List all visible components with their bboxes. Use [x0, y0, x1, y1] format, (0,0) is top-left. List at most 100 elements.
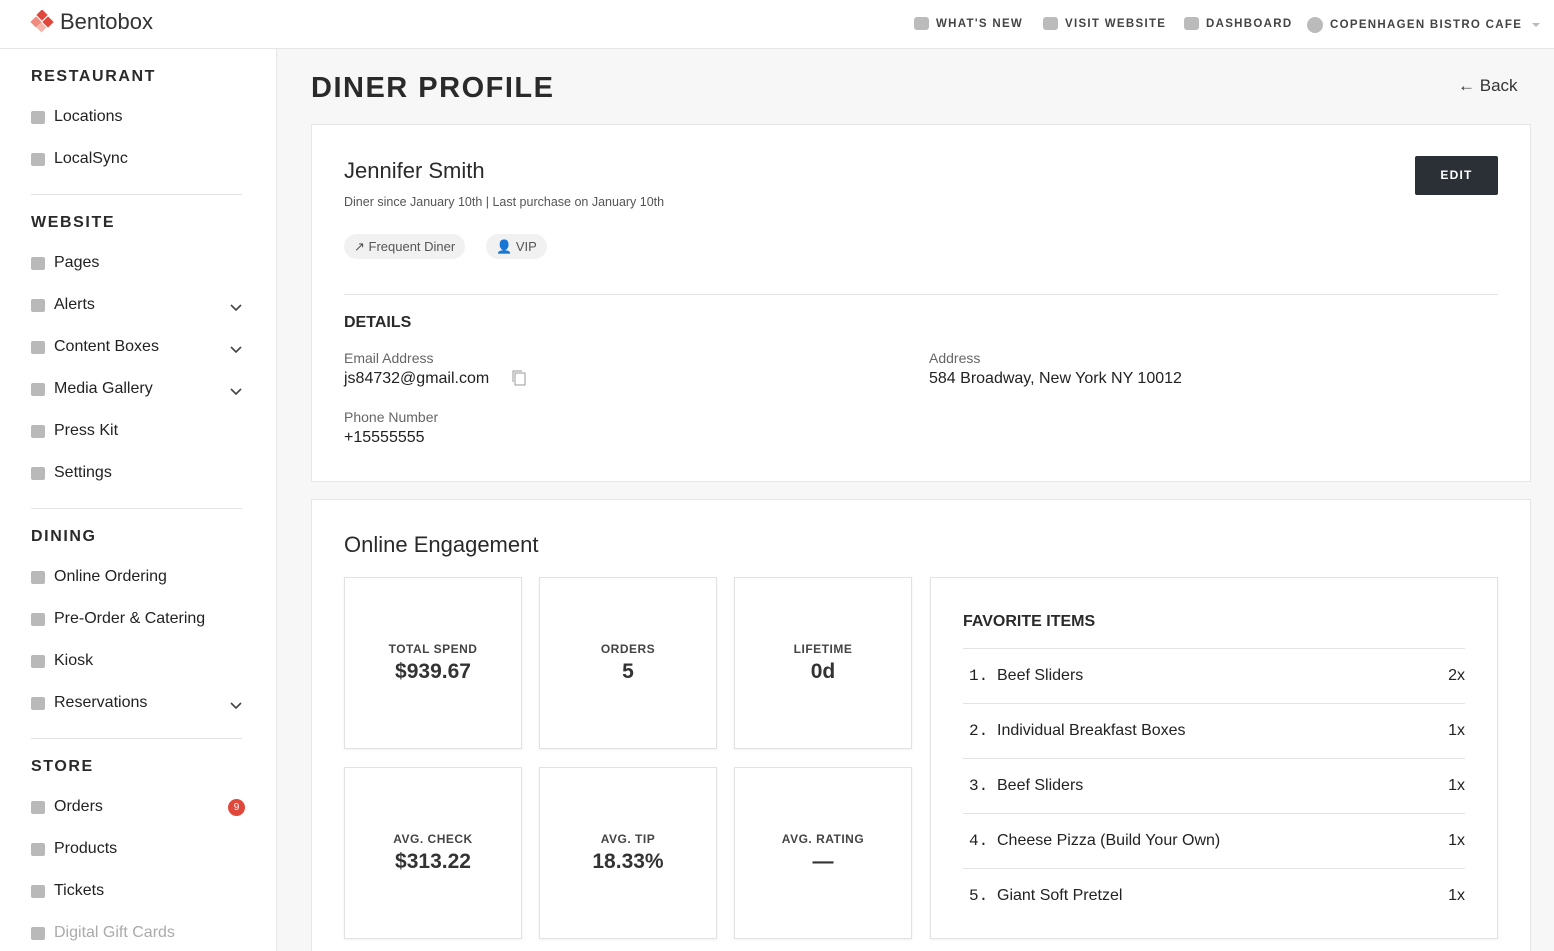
field: Address 584 Broadway, New York NY 10012 — [929, 350, 1182, 388]
count-badge: 9 — [228, 798, 245, 816]
nav-label: Online Ordering — [54, 568, 167, 585]
stat-value: 0d — [810, 660, 836, 683]
stat-tile: AVG. CHECK $313.22 — [344, 767, 522, 939]
nav-icon — [31, 612, 45, 626]
nav-label: Pre-Order & Catering — [54, 610, 206, 627]
nav-section: RESTAURANT Locations LocalSync — [31, 49, 242, 195]
stat-label: LIFETIME — [793, 642, 853, 656]
nav-label: Media Gallery — [54, 380, 153, 397]
stat-value: — — [812, 850, 834, 873]
nav-section: STORE Orders 9 Products Tickets Digital Gift … — [31, 739, 245, 951]
stat-label: AVG. TIP — [600, 832, 656, 846]
chevron — [230, 383, 242, 401]
nav-item[interactable]: Online Ordering — [31, 556, 242, 598]
stat-value: $313.22 — [395, 850, 471, 873]
nav-icon — [31, 884, 45, 898]
nav-icon — [31, 424, 45, 438]
back-link[interactable]: ← Back — [1458, 76, 1518, 95]
stat-label: AVG. RATING — [781, 832, 865, 846]
nav-text: VISIT WEBSITE — [1065, 17, 1167, 30]
nav-icon — [31, 696, 45, 710]
engagement-title: Online Engagement — [344, 532, 539, 557]
stat-label: TOTAL SPEND — [388, 642, 478, 656]
details-title: DETAILS — [344, 314, 412, 331]
chevron — [230, 299, 242, 317]
copy-icon[interactable] — [511, 369, 527, 387]
logo — [30, 10, 54, 33]
section-title: RESTAURANT — [31, 68, 157, 85]
field-value: 584 Broadway, New York NY 10012 — [929, 370, 1182, 387]
nav-label: Pages — [54, 254, 100, 271]
item-name: Giant Soft Pretzel — [997, 887, 1123, 904]
nav-link[interactable]: DASHBOARD — [1184, 17, 1292, 30]
nav-label: Products — [54, 840, 118, 857]
top-bar: Bentobox WHAT'S NEW VISIT WEBSITE DASHBO… — [0, 0, 1554, 49]
item-count: 1x — [1448, 887, 1465, 904]
nav-item[interactable]: Content Boxes — [31, 326, 242, 368]
account-menu[interactable]: COPENHAGEN BISTRO CAFE — [1307, 17, 1543, 33]
chevron — [230, 697, 242, 715]
nav-icon — [31, 842, 45, 856]
favorite-item: 2. Individual Breakfast Boxes 1x — [963, 703, 1465, 758]
favorites-title: FAVORITE ITEMS — [963, 613, 1096, 630]
nav-icon — [31, 152, 45, 166]
favorite-item: 1. Beef Sliders 2x — [963, 648, 1465, 703]
nav-item[interactable]: Tickets — [31, 870, 242, 912]
nav-icon — [31, 654, 45, 668]
field: Phone Number +15555555 — [344, 409, 438, 447]
favorite-item: 4. Cheese Pizza (Build Your Own) 1x — [963, 813, 1465, 868]
favorites-panel: FAVORITE ITEMS 1. Beef Sliders 2x 2. Individ… — [930, 577, 1498, 939]
nav-icon — [31, 570, 45, 584]
profile-card — [311, 124, 1531, 482]
stat-label: ORDERS — [600, 642, 656, 656]
section-title: WEBSITE — [31, 214, 116, 231]
nav-section: DINING Online Ordering Pre-Order & Caterin… — [31, 509, 242, 739]
field-label: Phone Number — [344, 409, 439, 425]
stat-value: 5 — [622, 660, 634, 683]
nav-icon — [31, 340, 45, 354]
nav-icon — [31, 298, 45, 312]
nav-link[interactable]: VISIT WEBSITE — [1043, 17, 1166, 30]
nav-icon — [31, 466, 45, 480]
page-title: DINER PROFILE — [311, 72, 555, 104]
nav-item[interactable]: Alerts — [31, 284, 242, 326]
nav-item[interactable]: LocalSync — [31, 138, 242, 180]
nav-text: COPENHAGEN BISTRO CAFE — [1330, 19, 1523, 31]
item-count: 1x — [1448, 777, 1465, 794]
stat-tile: AVG. RATING — — [734, 767, 912, 939]
nav-item[interactable]: Settings — [31, 452, 242, 494]
field-label: Address — [929, 350, 981, 366]
brand[interactable]: Bentobox — [60, 9, 153, 34]
nav-label: Locations — [54, 108, 123, 125]
nav-item[interactable]: Digital Gift Cards — [31, 912, 242, 951]
nav-item[interactable]: Products — [31, 828, 242, 870]
nav-item[interactable]: Orders 9 — [31, 786, 245, 828]
sidebar: RESTAURANT Locations LocalSync WEBSITE Pages… — [0, 49, 277, 951]
item-count: 1x — [1448, 832, 1465, 849]
divider — [344, 294, 1498, 295]
item-name: Cheese Pizza (Build Your Own) — [997, 832, 1221, 849]
tag: 👤 VIP — [486, 234, 547, 259]
nav-item[interactable]: Reservations — [31, 682, 242, 724]
field-label: Email Address — [344, 350, 434, 366]
favorite-item: 3. Beef Sliders 1x — [963, 758, 1465, 813]
nav-item[interactable]: Media Gallery — [31, 368, 242, 410]
nav-item[interactable]: Press Kit — [31, 410, 242, 452]
item-rank: 1. — [969, 667, 989, 685]
nav-icon — [31, 800, 45, 814]
nav-item[interactable]: Locations — [31, 96, 242, 138]
item-name: Individual Breakfast Boxes — [997, 722, 1186, 739]
nav-item[interactable]: Kiosk — [31, 640, 242, 682]
nav-link[interactable]: WHAT'S NEW — [914, 17, 1023, 30]
item-count: 2x — [1448, 667, 1465, 684]
edit-button[interactable]: EDIT — [1415, 156, 1498, 195]
nav-icon — [31, 926, 45, 940]
section-title: DINING — [31, 528, 97, 545]
stat-value: $939.67 — [395, 660, 471, 683]
nav-label: Press Kit — [54, 422, 119, 439]
stat-label: AVG. CHECK — [393, 832, 473, 846]
nav-label: Tickets — [54, 882, 105, 899]
nav-item[interactable]: Pages — [31, 242, 242, 284]
nav-item[interactable]: Pre-Order & Catering — [31, 598, 242, 640]
